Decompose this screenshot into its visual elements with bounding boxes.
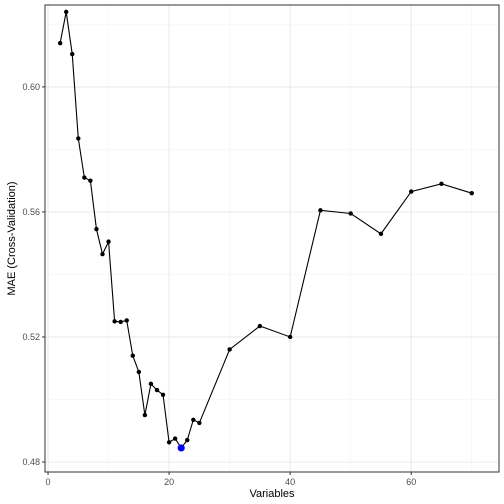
x-axis-title: Variables xyxy=(249,488,295,500)
data-point xyxy=(136,369,142,375)
y-tick-label: 0.60 xyxy=(22,82,40,92)
x-tick-label: 40 xyxy=(285,477,295,487)
data-point xyxy=(439,181,444,186)
data-point xyxy=(154,387,160,393)
y-tick-label: 0.52 xyxy=(22,332,40,342)
minimum-point xyxy=(177,444,185,452)
data-point xyxy=(160,392,166,397)
data-point xyxy=(100,251,105,257)
y-tick-label: 0.56 xyxy=(22,207,40,217)
data-point xyxy=(197,420,202,426)
data-point xyxy=(94,226,99,232)
data-point xyxy=(287,334,293,340)
data-point xyxy=(348,211,353,216)
data-point xyxy=(112,319,117,324)
data-point xyxy=(185,437,190,443)
data-point xyxy=(130,353,135,358)
data-point xyxy=(257,323,263,329)
panel-border xyxy=(44,4,500,473)
data-point xyxy=(88,178,93,183)
data-point xyxy=(63,9,69,15)
data-point xyxy=(76,136,81,141)
data-point xyxy=(172,436,178,441)
data-point xyxy=(191,417,196,422)
data-point xyxy=(318,208,323,213)
y-axis-title: MAE (Cross-Validation) xyxy=(6,181,18,295)
data-point xyxy=(124,318,129,323)
data-point xyxy=(148,381,154,387)
data-point xyxy=(166,440,172,445)
x-tick-label: 60 xyxy=(406,477,416,487)
data-point xyxy=(469,190,474,196)
grid-major xyxy=(45,5,499,472)
y-tick-label: 0.48 xyxy=(22,457,40,467)
axis-ticks xyxy=(42,86,412,475)
data-point xyxy=(57,40,63,46)
x-tick-label: 20 xyxy=(164,477,174,487)
grid-minor xyxy=(45,5,499,472)
data-point xyxy=(118,319,123,325)
data-point xyxy=(227,347,232,352)
tick-labels: 0 20 40 60 0.48 0.52 0.56 0.60 xyxy=(22,82,416,487)
data-point xyxy=(82,175,87,180)
data-point xyxy=(378,231,384,237)
series-layer xyxy=(57,9,474,452)
data-point xyxy=(142,412,148,418)
x-tick-label: 0 xyxy=(46,477,51,487)
data-point xyxy=(70,51,75,57)
data-point xyxy=(106,239,111,244)
data-point xyxy=(409,189,414,194)
